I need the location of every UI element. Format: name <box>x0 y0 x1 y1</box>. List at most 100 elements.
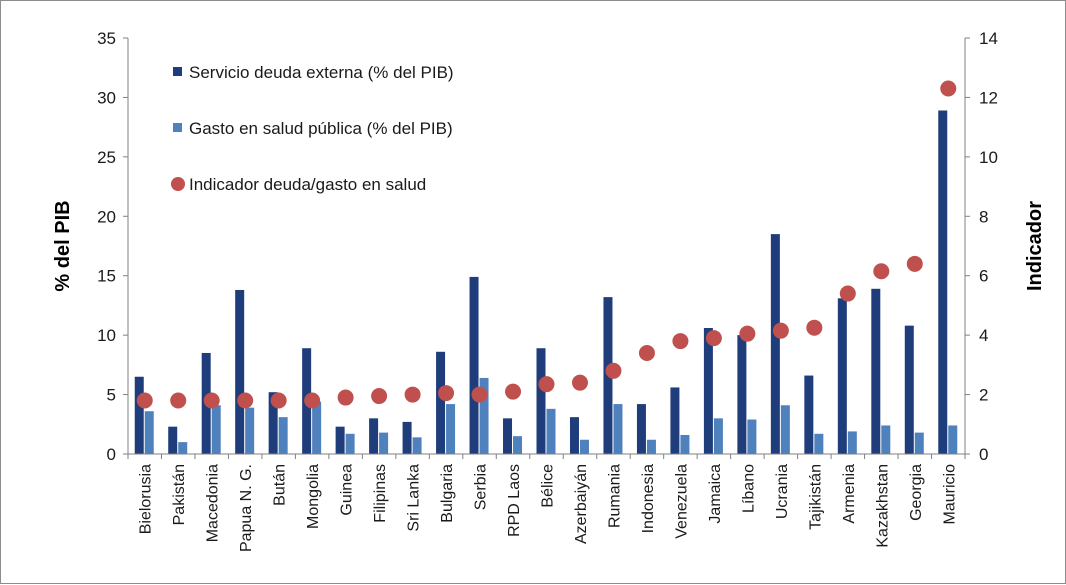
bar-debt <box>369 418 379 454</box>
point-indicator <box>806 319 823 336</box>
x-tick-label: Guinea <box>339 464 356 516</box>
point-indicator <box>371 388 388 405</box>
point-indicator <box>772 322 789 339</box>
point-indicator <box>839 285 856 302</box>
bar-health <box>713 418 723 454</box>
x-tick-label: Papua N. G. <box>238 464 255 552</box>
point-indicator <box>638 344 655 361</box>
bar-debt <box>871 288 881 454</box>
y-tick-label-right: 6 <box>979 267 988 286</box>
bar-health <box>278 417 288 454</box>
bar-health <box>379 432 389 454</box>
point-indicator <box>940 80 957 97</box>
bar-debt <box>904 325 914 454</box>
y-axis-title-left: % del PIB <box>52 200 74 291</box>
bar-debt <box>703 328 713 454</box>
point-indicator <box>538 376 555 393</box>
point-indicator <box>672 333 689 350</box>
x-tick-label: Bielorusia <box>138 464 155 534</box>
x-tick-label: Azerbaiyán <box>573 464 590 544</box>
point-indicator <box>337 389 354 406</box>
y-tick-label-right: 12 <box>979 88 998 107</box>
legend-swatch-debt <box>173 67 182 76</box>
y-tick-label-left: 15 <box>97 267 116 286</box>
point-indicator <box>906 255 923 272</box>
bar-debt <box>670 387 680 454</box>
bar-debt <box>436 351 446 454</box>
bar-health <box>914 432 924 454</box>
bar-health <box>412 437 422 454</box>
x-tick-label: Filipinas <box>372 464 389 523</box>
x-tick-label: Macedonia <box>205 464 222 542</box>
x-tick-label: RPD Laos <box>506 464 523 537</box>
x-tick-label: Ucrania <box>774 464 791 519</box>
x-tick-label: Bután <box>272 464 289 506</box>
y-tick-label-right: 2 <box>979 386 988 405</box>
x-tick-label: Bulgaria <box>439 464 456 523</box>
y-tick-label-left: 0 <box>107 445 116 464</box>
bar-health <box>446 404 456 454</box>
point-indicator <box>404 386 421 403</box>
x-tick-label: Indonesia <box>640 464 657 533</box>
point-indicator <box>571 374 588 391</box>
x-tick-label: Líbano <box>740 464 757 513</box>
bar-health <box>646 439 656 454</box>
point-indicator <box>471 386 488 403</box>
y-tick-label-left: 35 <box>97 29 116 48</box>
x-tick-label: Kazakhstan <box>874 464 891 548</box>
bar-health <box>345 433 355 454</box>
bar-debt <box>636 404 646 454</box>
y-tick-label-left: 5 <box>107 386 116 405</box>
bar-health <box>513 436 523 454</box>
bar-health <box>546 408 556 454</box>
bar-debt <box>469 276 479 454</box>
legend-marker-indicator <box>171 177 185 191</box>
bar-health <box>847 431 857 454</box>
x-tick-label: Pakistán <box>171 464 188 525</box>
point-indicator <box>136 392 153 409</box>
x-tick-label: Tajikistán <box>807 464 824 530</box>
bar-health <box>579 439 589 454</box>
y-tick-label-left: 30 <box>97 88 116 107</box>
x-tick-label: Mongolia <box>305 464 322 529</box>
x-tick-label: Georgia <box>908 464 925 521</box>
point-indicator <box>873 263 890 280</box>
bar-health <box>211 405 221 454</box>
bar-health <box>178 442 188 454</box>
legend: Servicio deuda externa (% del PIB) Gasto… <box>171 63 454 194</box>
bar-debt <box>938 110 948 454</box>
y-tick-label-right: 14 <box>979 29 998 48</box>
bar-health <box>780 405 790 454</box>
y-tick-label-left: 20 <box>97 207 116 226</box>
point-indicator <box>170 392 187 409</box>
legend-label-debt: Servicio deuda externa (% del PIB) <box>189 63 454 82</box>
x-tick-label: Venezuela <box>673 464 690 539</box>
bar-debt <box>804 375 814 454</box>
bar-health <box>479 377 489 454</box>
bar-debt <box>503 418 513 454</box>
bar-health <box>312 401 322 454</box>
y-tick-label-right: 0 <box>979 445 988 464</box>
point-indicator <box>438 385 455 402</box>
bar-health <box>680 434 690 454</box>
y-tick-label-right: 10 <box>979 148 998 167</box>
y-tick-label-right: 8 <box>979 207 988 226</box>
x-tick-label: Armenia <box>841 464 858 524</box>
legend-label-indicator: Indicador deuda/gasto en salud <box>189 175 426 194</box>
legend-swatch-health <box>173 123 182 132</box>
bar-health <box>747 419 757 454</box>
bar-debt <box>837 298 847 454</box>
x-tick-label: Serbia <box>473 464 490 510</box>
bar-debt <box>569 417 579 454</box>
legend-label-health: Gasto en salud pública (% del PIB) <box>189 119 453 138</box>
x-tick-label: Bélice <box>540 464 557 508</box>
bar-debt <box>235 289 245 454</box>
bar-debt <box>168 426 178 454</box>
bar-health <box>814 433 824 454</box>
bar-health <box>144 411 154 454</box>
point-indicator <box>237 392 254 409</box>
bar-debt <box>335 426 345 454</box>
bar-health <box>613 404 623 454</box>
